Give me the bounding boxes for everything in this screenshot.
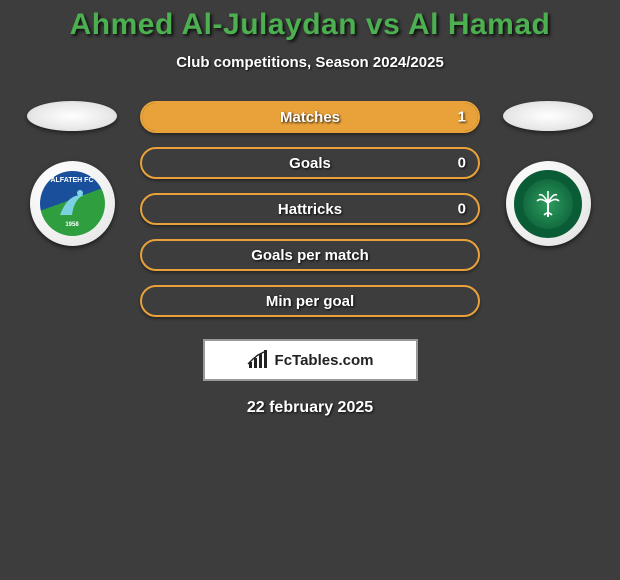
stat-label: Matches (280, 109, 340, 126)
brand-label: FcTables.com (275, 352, 374, 369)
club-left-figure-icon (54, 185, 90, 221)
stat-bar-min-per-goal: Min per goal (140, 285, 480, 317)
club-left-name: ALFATEH FC (50, 177, 93, 184)
stat-label: Goals (289, 155, 331, 172)
main-row: ALFATEH FC 1958 Matches 1 Goals (0, 101, 620, 317)
stat-label: Hattricks (278, 201, 342, 218)
stat-right-value: 0 (458, 155, 466, 172)
club-badge-right-inner (514, 170, 582, 238)
club-badge-right-core (523, 179, 573, 229)
subtitle: Club competitions, Season 2024/2025 (0, 54, 620, 71)
brand-box[interactable]: FcTables.com (203, 339, 418, 381)
club-badge-right (506, 161, 591, 246)
stat-bar-hattricks: Hattricks 0 (140, 193, 480, 225)
stat-right-value: 0 (458, 201, 466, 218)
comparison-card: Ahmed Al-Julaydan vs Al Hamad Club compe… (0, 0, 620, 417)
stat-label: Min per goal (266, 293, 354, 310)
palm-tree-icon (533, 189, 563, 219)
stat-bar-goals: Goals 0 (140, 147, 480, 179)
stat-label: Goals per match (251, 247, 369, 264)
club-badge-left-inner: ALFATEH FC 1958 (40, 171, 105, 236)
stats-column: Matches 1 Goals 0 Hattricks 0 Goals per … (140, 101, 480, 317)
right-player-column (498, 101, 598, 246)
club-badge-left: ALFATEH FC 1958 (30, 161, 115, 246)
page-title: Ahmed Al-Julaydan vs Al Hamad (0, 8, 620, 42)
club-left-year: 1958 (65, 222, 78, 228)
stat-right-value: 1 (458, 109, 466, 126)
bar-chart-icon (247, 350, 269, 370)
stat-bar-goals-per-match: Goals per match (140, 239, 480, 271)
player-left-avatar (27, 101, 117, 131)
player-right-avatar (503, 101, 593, 131)
date-label: 22 february 2025 (0, 399, 620, 417)
left-player-column: ALFATEH FC 1958 (22, 101, 122, 246)
stat-bar-matches: Matches 1 (140, 101, 480, 133)
